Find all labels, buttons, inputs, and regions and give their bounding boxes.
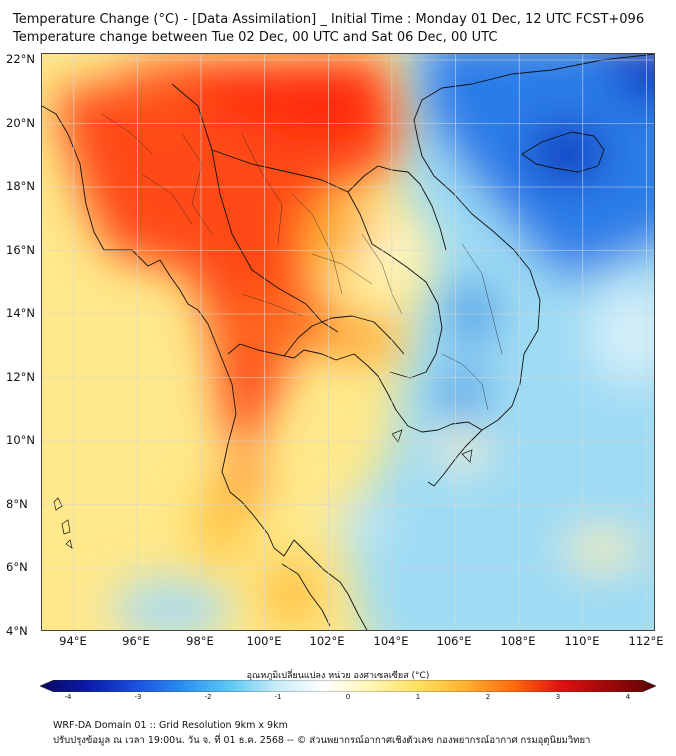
lon-label-100e: 100°E: [246, 634, 282, 648]
lat-label-18n: 18°N: [6, 179, 35, 193]
lon-label-96e: 96°E: [122, 634, 150, 648]
lat-label-12n: 12°N: [6, 370, 35, 384]
lat-label-4n: 4°N: [6, 624, 28, 638]
colorbar-label: อุณหภูมิเปลี่ยนแปลง หน่วย องศาเซลเซียส (…: [246, 671, 430, 681]
colorbar-tick: 2: [485, 693, 491, 701]
lon-label-106e: 106°E: [436, 634, 472, 648]
lat-label-20n: 20°N: [6, 116, 35, 130]
lat-label-16n: 16°N: [6, 243, 35, 257]
temperature-map: [41, 53, 655, 631]
footer-model-info: WRF-DA Domain 01 :: Grid Resolution 9km …: [53, 720, 288, 731]
lat-label-14n: 14°N: [6, 306, 35, 320]
colorbar-tick: -2: [204, 693, 212, 701]
lon-label-112e: 112°E: [628, 634, 664, 648]
lat-label-8n: 8°N: [6, 497, 28, 511]
lat-label-10n: 10°N: [6, 433, 35, 447]
colorbar-tick: 1: [415, 693, 421, 701]
lon-label-94e: 94°E: [59, 634, 87, 648]
colorbar-tick: 0: [345, 693, 351, 701]
lon-label-98e: 98°E: [186, 634, 214, 648]
colorbar-tick: -3: [134, 693, 142, 701]
footer-update-info: ปรับปรุงข้อมูล ณ เวลา 19:00น. วัน จ. ที่…: [53, 735, 591, 746]
colorbar-tick: -4: [64, 693, 72, 701]
lon-label-102e: 102°E: [309, 634, 345, 648]
chart-subtitle: Temperature change between Tue 02 Dec, 0…: [13, 30, 498, 45]
lat-label-22n: 22°N: [6, 52, 35, 66]
colorbar-tick: 4: [625, 693, 631, 701]
colorbar-tick: -1: [274, 693, 282, 701]
lon-label-108e: 108°E: [500, 634, 536, 648]
lon-label-110e: 110°E: [564, 634, 600, 648]
lat-label-6n: 6°N: [6, 560, 28, 574]
lon-label-104e: 104°E: [373, 634, 409, 648]
chart-title: Temperature Change (°C) - [Data Assimila…: [13, 12, 645, 27]
colorbar: [40, 680, 656, 692]
colorbar-tick: 3: [555, 693, 561, 701]
